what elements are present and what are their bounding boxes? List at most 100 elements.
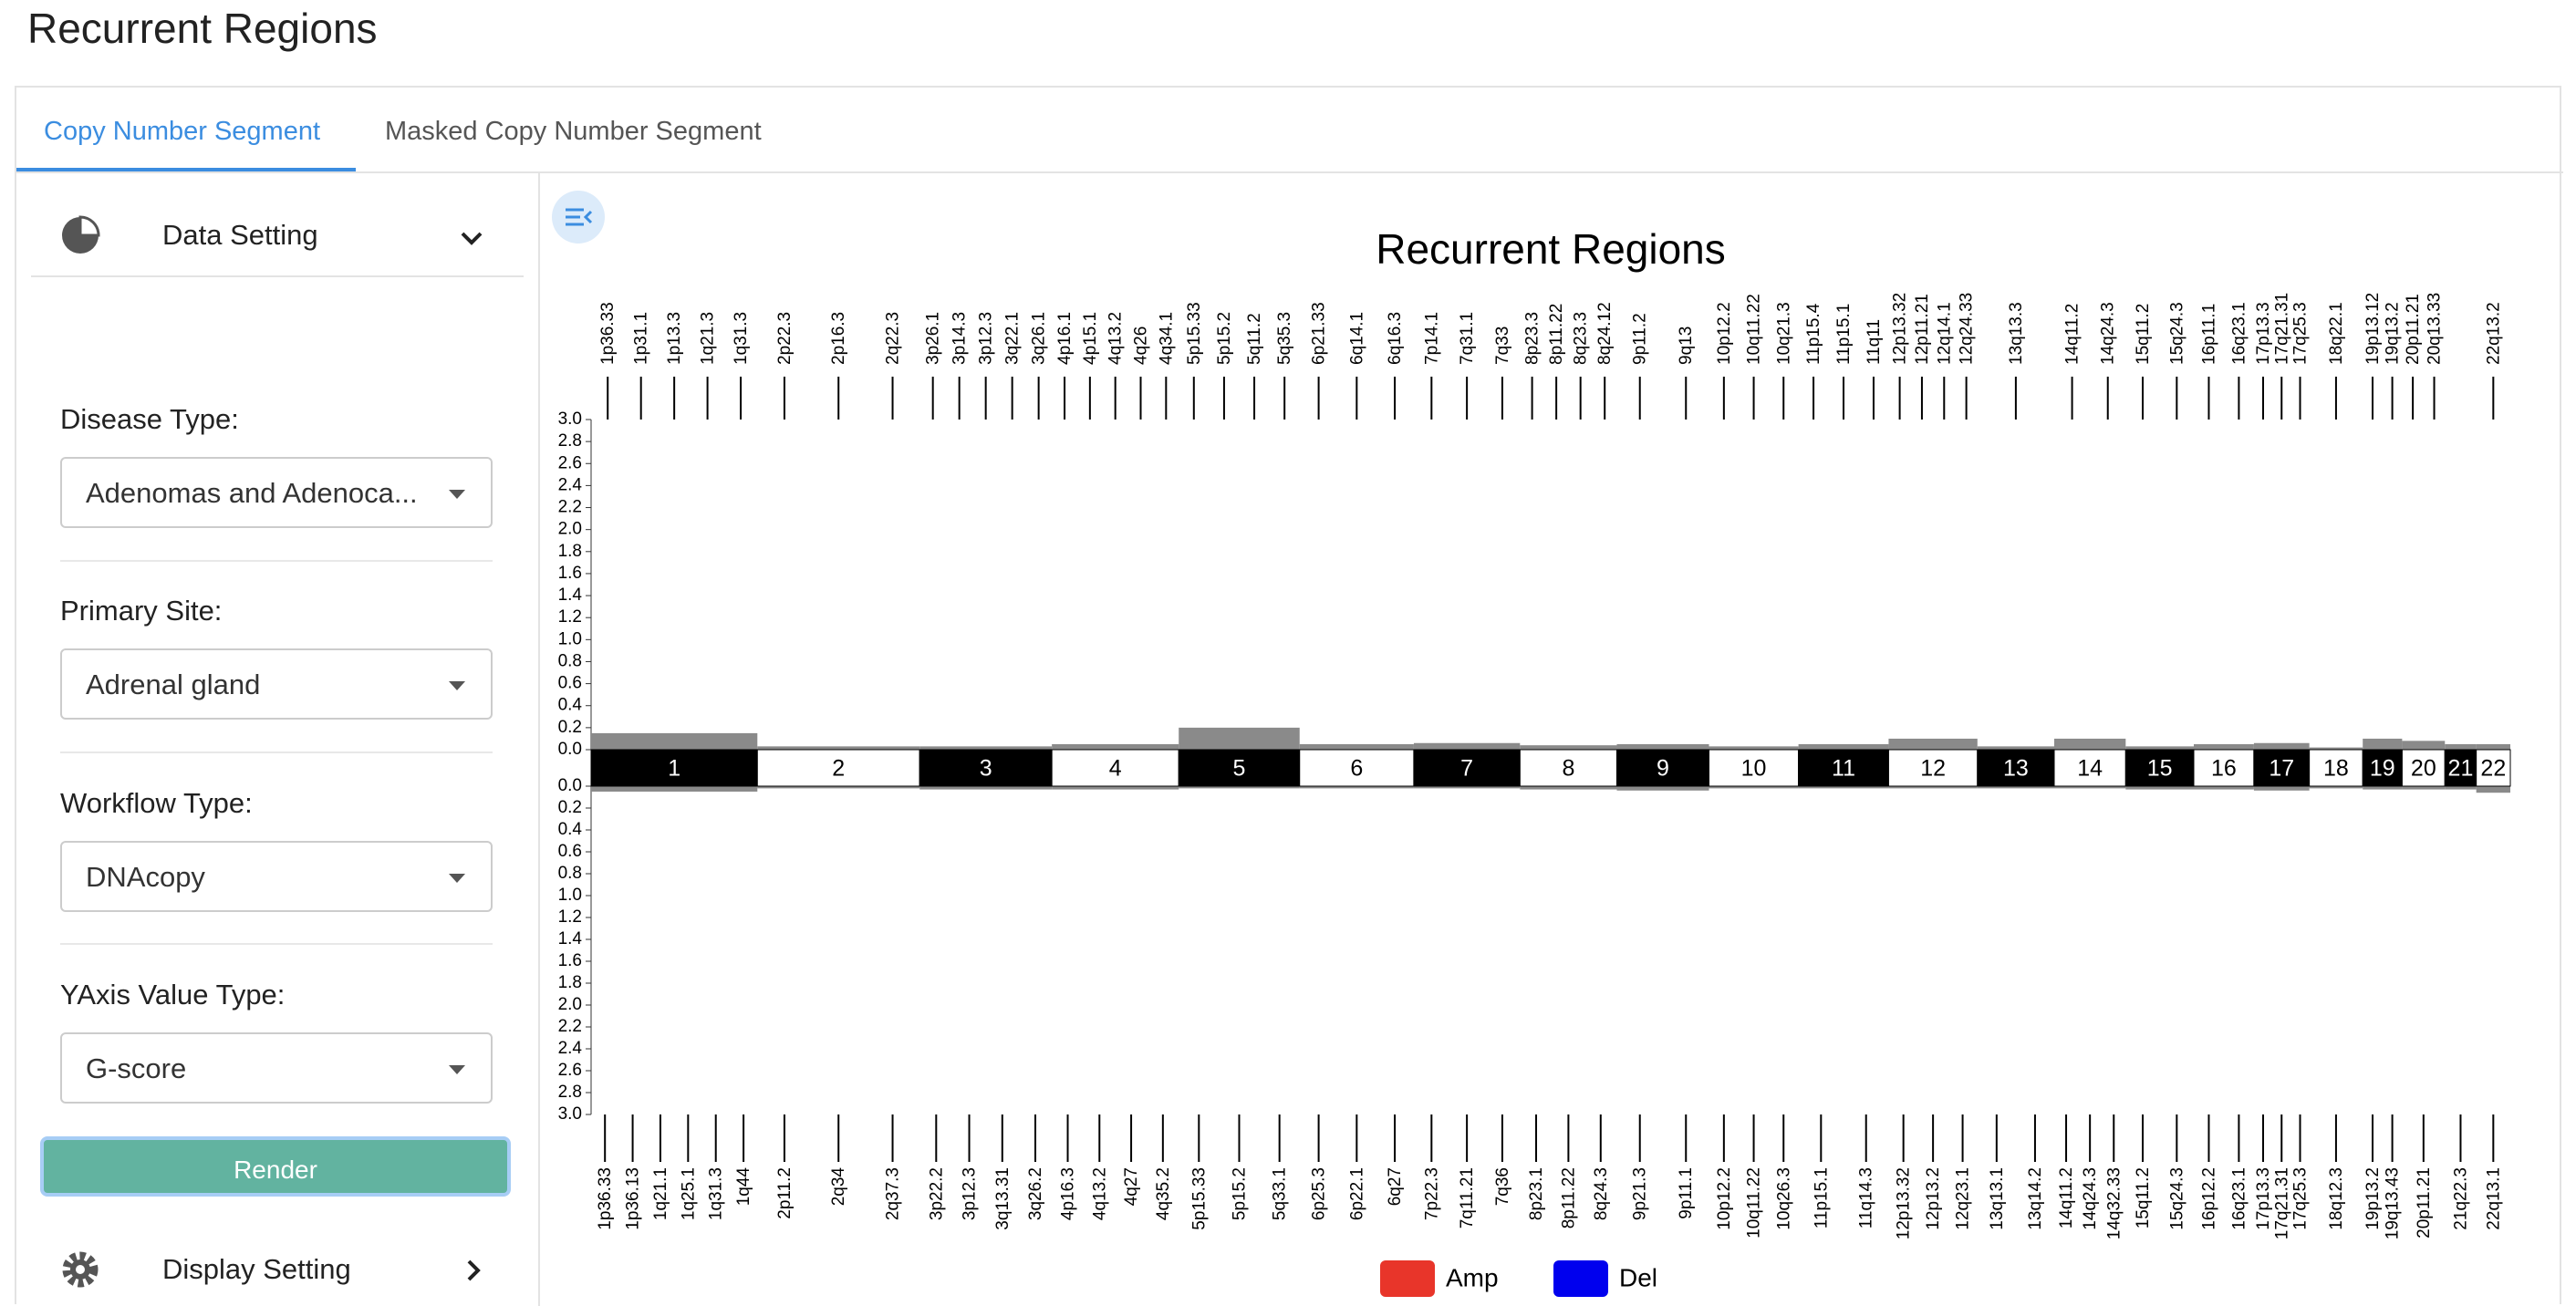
region-label: 17p13.3 xyxy=(2254,302,2273,365)
legend-swatch xyxy=(1553,1260,1608,1297)
section-header[interactable]: Data Setting xyxy=(162,219,318,251)
region-label: 20p11.21 xyxy=(2404,294,2423,365)
y-tick-label: 1.6 xyxy=(558,951,582,970)
region-label: 18q22.1 xyxy=(2327,302,2346,365)
region-label: 17p13.3 xyxy=(2254,1167,2273,1230)
region-label: 8q23.3 xyxy=(1572,312,1591,365)
region-label: 14q11.2 xyxy=(2057,1167,2076,1228)
region-label: 19q13.2 xyxy=(2384,302,2403,365)
region-label: 1q44 xyxy=(734,1167,753,1207)
y-tick-label: 1.0 xyxy=(558,886,582,905)
amp-profile xyxy=(2445,743,2477,750)
region-label: 2p16.3 xyxy=(829,312,848,365)
del-profile xyxy=(2476,786,2510,793)
region-label: 8p11.22 xyxy=(1547,304,1566,365)
y-tick-label: 1.0 xyxy=(558,629,582,648)
del-profile xyxy=(1709,786,1799,789)
region-label: 4q13.2 xyxy=(1106,312,1126,365)
region-label: 9p11.2 xyxy=(1631,313,1650,365)
y-tick-label: 2.8 xyxy=(558,431,582,451)
region-label: 17q21.31 xyxy=(2272,1167,2291,1239)
del-profile xyxy=(1299,786,1414,789)
section-header[interactable]: Display Setting xyxy=(162,1253,351,1285)
region-label: 13q13.3 xyxy=(2007,302,2026,365)
del-profile xyxy=(1616,786,1709,791)
region-label: 8q24.12 xyxy=(1595,302,1615,365)
y-tick-label: 0.0 xyxy=(558,740,582,759)
region-label: 2p22.3 xyxy=(775,312,795,365)
region-label: 17q25.3 xyxy=(2291,1167,2311,1230)
region-label: 7q31.1 xyxy=(1458,312,1477,365)
chromosome xyxy=(2309,749,2363,787)
region-label: 11p15.1 xyxy=(1812,1167,1831,1228)
amp-profile xyxy=(1616,743,1709,750)
select[interactable]: DNAcopy xyxy=(60,841,493,912)
region-label: 5q11.2 xyxy=(1245,313,1264,365)
region-label: 22q13.2 xyxy=(2484,302,2503,365)
region-label: 5p15.33 xyxy=(1189,1167,1209,1230)
amp-profile xyxy=(2193,743,2254,750)
chromosome xyxy=(1178,749,1301,787)
region-label: 1p36.33 xyxy=(598,302,618,365)
y-tick-label: 1.2 xyxy=(558,607,582,627)
gear-icon xyxy=(62,1251,99,1288)
select[interactable]: Adenomas and Adenoca... xyxy=(60,457,493,528)
chevron-down[interactable] xyxy=(458,224,485,252)
region-label: 2q34 xyxy=(829,1167,848,1207)
del-profile xyxy=(2125,786,2194,790)
region-label: 19q13.43 xyxy=(2384,1167,2403,1239)
del-profile xyxy=(2445,786,2477,790)
y-tick-label: 2.8 xyxy=(558,1083,582,1102)
menu-toggle[interactable] xyxy=(551,190,606,244)
region-label: 2p11.2 xyxy=(775,1167,795,1219)
y-tick-label: 2.4 xyxy=(558,475,583,494)
region-label: 4q26 xyxy=(1132,326,1151,365)
region-label: 1p13.3 xyxy=(665,312,684,365)
select[interactable]: Adrenal gland xyxy=(60,648,493,720)
chevron-right[interactable] xyxy=(460,1257,487,1284)
del-profile xyxy=(2193,786,2254,790)
region-label: 17q21.31 xyxy=(2272,293,2291,365)
y-tick-label: 3.0 xyxy=(558,1104,582,1124)
region-label: 11p15.1 xyxy=(1834,304,1854,365)
chromosome xyxy=(2124,749,2195,787)
amp-profile xyxy=(919,746,1053,750)
amp-profile xyxy=(1977,746,2054,750)
y-tick-label: 1.2 xyxy=(558,907,582,927)
region-label: 11p15.4 xyxy=(1804,303,1823,365)
region-label: 10p12.2 xyxy=(1715,302,1734,365)
region-label: 9p11.1 xyxy=(1677,1167,1696,1219)
region-label: 19p13.12 xyxy=(2363,293,2383,365)
region-label: 12p13.32 xyxy=(1895,1167,1914,1239)
region-label: 6q27 xyxy=(1386,1167,1405,1206)
y-tick-label: 0.6 xyxy=(558,842,582,861)
legend-label: Del xyxy=(1619,1263,1657,1291)
region-label: 4p16.1 xyxy=(1055,312,1075,365)
pie-icon xyxy=(62,215,100,254)
chromosome-label: 15 xyxy=(2147,756,2173,782)
region-label: 10q26.3 xyxy=(1774,1167,1793,1230)
region-label: 13q14.2 xyxy=(2026,1167,2045,1230)
y-tick-label: 2.2 xyxy=(558,1017,582,1036)
del-profile xyxy=(2363,786,2403,790)
tab[interactable]: Masked Copy Number Segment xyxy=(385,117,762,146)
render-button[interactable]: Render xyxy=(40,1136,511,1197)
y-tick-label: 0.6 xyxy=(558,674,582,693)
del-profile xyxy=(1888,786,1978,789)
field-label: Disease Type: xyxy=(60,403,239,435)
legend-label: Amp xyxy=(1446,1263,1499,1291)
tab[interactable]: Copy Number Segment xyxy=(44,117,321,146)
chromosome xyxy=(1051,749,1179,787)
region-label: 22q13.1 xyxy=(2484,1167,2503,1230)
amp-profile xyxy=(1052,743,1179,750)
select[interactable]: G-score xyxy=(60,1032,493,1104)
amp-profile xyxy=(2125,746,2194,750)
region-label: 7p22.3 xyxy=(1422,1167,1441,1220)
region-label: 7q36 xyxy=(1493,1167,1512,1206)
del-profile xyxy=(1413,786,1521,789)
region-label: 19p13.2 xyxy=(2363,1167,2383,1230)
chromosome xyxy=(2401,749,2446,787)
region-label: 16p11.1 xyxy=(2199,304,2218,365)
amp-profile xyxy=(757,746,920,750)
region-label: 20p11.21 xyxy=(2415,1167,2434,1239)
